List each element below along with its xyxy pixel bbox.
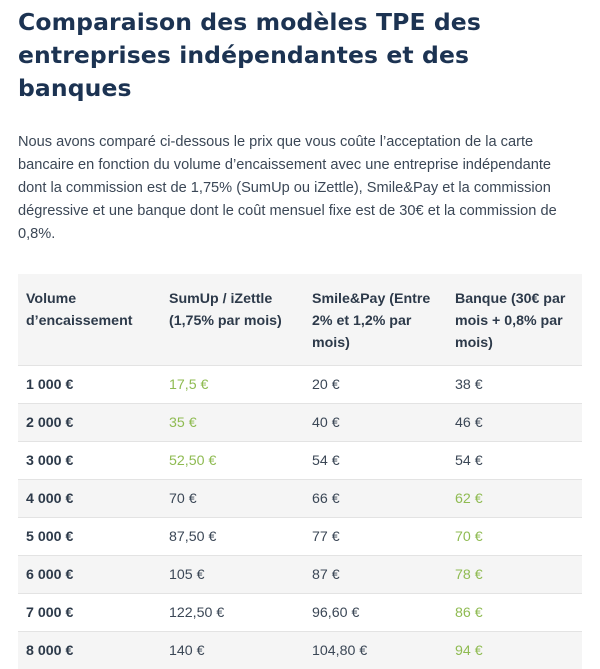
cell-smilepay: 77 € bbox=[304, 518, 447, 556]
cell-sumup: 70 € bbox=[161, 480, 304, 518]
page-title: Comparaison des modèles TPE des entrepri… bbox=[18, 0, 582, 105]
cell-smilepay: 87 € bbox=[304, 556, 447, 594]
cell-smilepay: 40 € bbox=[304, 404, 447, 442]
cell-banque: 46 € bbox=[447, 404, 582, 442]
cell-sumup: 122,50 € bbox=[161, 594, 304, 632]
table-row: 1 000 €17,5 €20 €38 € bbox=[18, 366, 582, 404]
cell-sumup: 52,50 € bbox=[161, 442, 304, 480]
table-row: 3 000 €52,50 €54 €54 € bbox=[18, 442, 582, 480]
table-row: 8 000 €140 €104,80 €94 € bbox=[18, 632, 582, 669]
cell-smilepay: 96,60 € bbox=[304, 594, 447, 632]
table-row: 2 000 €35 €40 €46 € bbox=[18, 404, 582, 442]
cell-banque: 94 € bbox=[447, 632, 582, 669]
table-row: 7 000 €122,50 €96,60 €86 € bbox=[18, 594, 582, 632]
header-smilepay: Smile&Pay (Entre 2% et 1,2% par mois) bbox=[304, 274, 447, 366]
cell-sumup: 105 € bbox=[161, 556, 304, 594]
table-row: 4 000 €70 €66 €62 € bbox=[18, 480, 582, 518]
cell-sumup: 140 € bbox=[161, 632, 304, 669]
cell-volume: 3 000 € bbox=[18, 442, 161, 480]
cell-banque: 70 € bbox=[447, 518, 582, 556]
cell-sumup: 87,50 € bbox=[161, 518, 304, 556]
cell-smilepay: 104,80 € bbox=[304, 632, 447, 669]
table-row: 6 000 €105 €87 €78 € bbox=[18, 556, 582, 594]
cell-volume: 2 000 € bbox=[18, 404, 161, 442]
comparison-table: Volume d’encaissement SumUp / iZettle (1… bbox=[18, 274, 582, 669]
intro-paragraph: Nous avons comparé ci-dessous le prix qu… bbox=[18, 131, 582, 246]
header-sumup: SumUp / iZettle (1,75% par mois) bbox=[161, 274, 304, 366]
cell-banque: 38 € bbox=[447, 366, 582, 404]
cell-sumup: 17,5 € bbox=[161, 366, 304, 404]
table-row: 5 000 €87,50 €77 €70 € bbox=[18, 518, 582, 556]
cell-smilepay: 20 € bbox=[304, 366, 447, 404]
table-header-row: Volume d’encaissement SumUp / iZettle (1… bbox=[18, 274, 582, 366]
cell-volume: 5 000 € bbox=[18, 518, 161, 556]
cell-smilepay: 54 € bbox=[304, 442, 447, 480]
cell-volume: 4 000 € bbox=[18, 480, 161, 518]
cell-volume: 6 000 € bbox=[18, 556, 161, 594]
cell-banque: 54 € bbox=[447, 442, 582, 480]
cell-volume: 1 000 € bbox=[18, 366, 161, 404]
cell-banque: 62 € bbox=[447, 480, 582, 518]
header-volume: Volume d’encaissement bbox=[18, 274, 161, 366]
cell-banque: 86 € bbox=[447, 594, 582, 632]
cell-banque: 78 € bbox=[447, 556, 582, 594]
cell-volume: 7 000 € bbox=[18, 594, 161, 632]
cell-volume: 8 000 € bbox=[18, 632, 161, 669]
header-banque: Banque (30€ par mois + 0,8% par mois) bbox=[447, 274, 582, 366]
cell-sumup: 35 € bbox=[161, 404, 304, 442]
cell-smilepay: 66 € bbox=[304, 480, 447, 518]
